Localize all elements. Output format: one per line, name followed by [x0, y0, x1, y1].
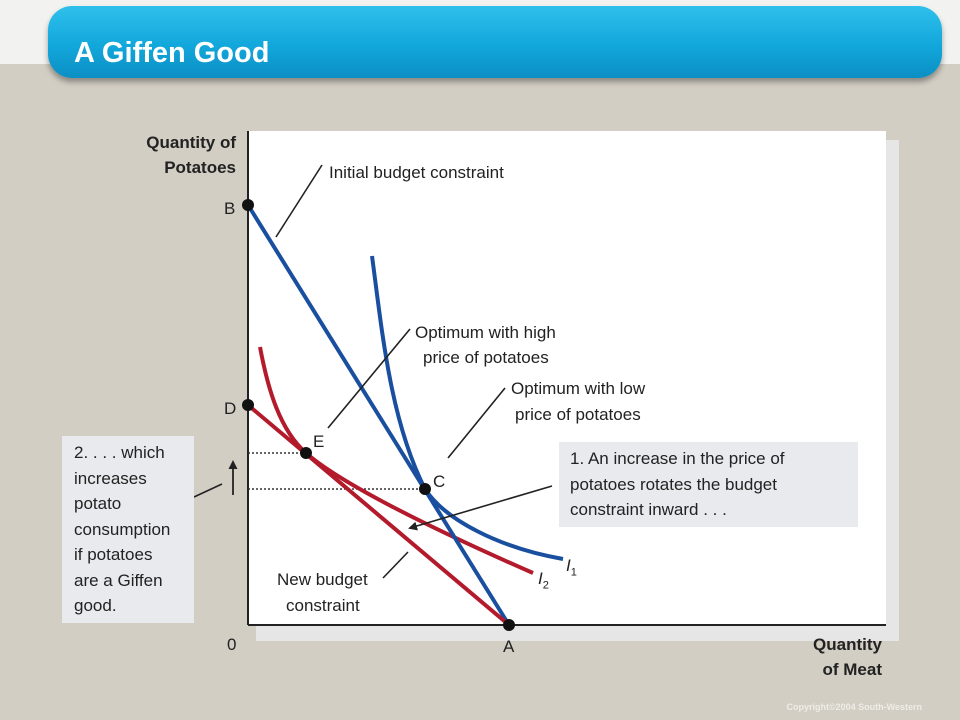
initial-budget-label: Initial budget constraint — [329, 163, 504, 182]
curve-i2-label: I2 — [538, 566, 549, 598]
new-budget-label-line1: New budget — [277, 570, 368, 589]
slide-title: A Giffen Good — [74, 37, 270, 69]
new-budget-constraint-line — [246, 403, 511, 627]
callout-price-increase-line: constraint inward . . . — [570, 500, 727, 519]
y-axis-title-line1: Quantity of — [146, 133, 236, 152]
callout-giffen-line: if potatoes — [74, 545, 153, 564]
initial-budget-constraint-line — [246, 203, 511, 627]
callout-giffen-line: 2. . . . which — [74, 443, 165, 462]
leader-giffen-callout — [193, 483, 223, 498]
callout-price-increase-line: potatoes rotates the budget — [570, 474, 777, 494]
curve-i1-subscript: 1 — [570, 566, 577, 579]
point-e-label: E — [313, 432, 325, 451]
curve-i1-label: I1 — [566, 553, 577, 585]
curve-i1-letter: I — [566, 556, 571, 575]
optimum-high-label-line1: Optimum with high — [415, 323, 556, 342]
callout-giffen: 2. . . . which increases potato consumpt… — [62, 436, 194, 623]
point-e — [300, 447, 312, 459]
x-axis-title-line1: Quantity — [813, 635, 882, 654]
optimum-high-label-line2: price of potatoes — [423, 348, 549, 367]
point-c — [419, 483, 431, 495]
callout-price-increase-line: 1. An increase in the price of — [570, 449, 785, 468]
optimum-low-label-line1: Optimum with low — [511, 379, 646, 398]
curve-i2-subscript: 2 — [542, 579, 549, 592]
callout-arrow-rotation — [408, 485, 553, 531]
point-a-label: A — [503, 637, 515, 656]
callout-giffen-line: good. — [74, 596, 117, 615]
leader-initial-budget — [275, 164, 323, 238]
callout-giffen-line: consumption — [74, 519, 171, 539]
new-budget-label-line2: constraint — [286, 596, 360, 615]
leader-optimum-low — [447, 387, 506, 459]
point-d — [242, 399, 254, 411]
point-b-label: B — [224, 199, 236, 218]
origin-label: 0 — [227, 635, 237, 654]
leader-optimum-high — [327, 328, 411, 429]
leader-new-budget — [382, 551, 409, 579]
optimum-low-label-line2: price of potatoes — [515, 405, 641, 424]
x-axis-title-line2: of Meat — [822, 660, 883, 679]
callout-giffen-line: increases — [74, 468, 147, 488]
point-a — [503, 619, 515, 631]
callout-giffen-line: potato — [74, 494, 122, 513]
y-axis-title-line2: Potatoes — [164, 158, 236, 177]
point-b — [242, 199, 254, 211]
copyright-notice: Copyright©2004 South-Western — [786, 702, 922, 712]
point-c-label: C — [433, 472, 446, 491]
curve-i2-letter: I — [538, 569, 543, 588]
point-d-label: D — [224, 399, 237, 418]
callout-price-increase: 1. An increase in the price of potatoes … — [559, 442, 858, 527]
callout-giffen-line: are a Giffen — [74, 570, 163, 590]
title-bar — [48, 6, 942, 78]
